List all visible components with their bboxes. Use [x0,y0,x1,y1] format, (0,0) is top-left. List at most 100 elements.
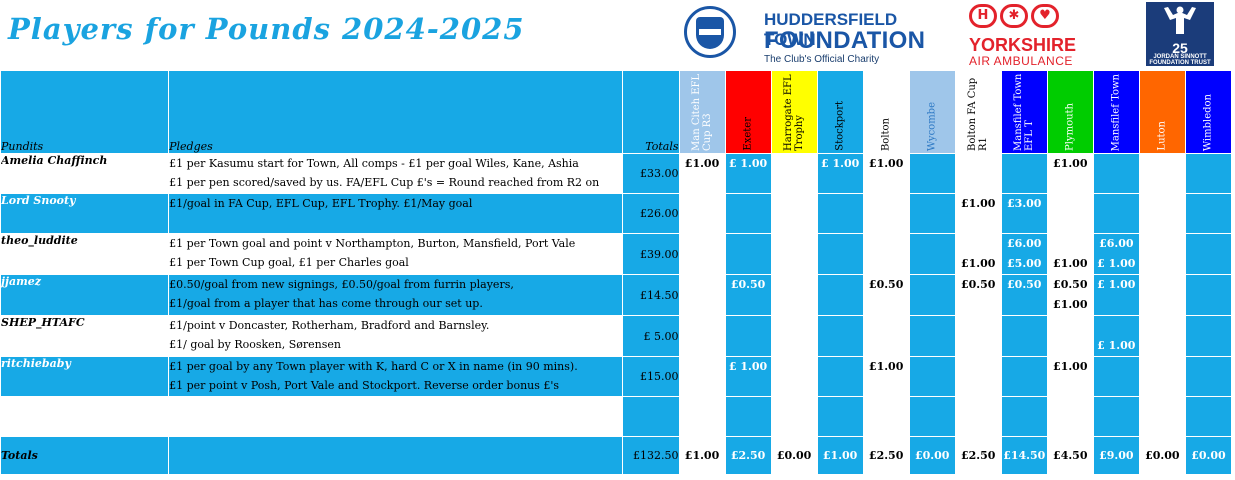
pledge-amount-cell [1138,193,1186,234]
pledge-line: £1 per point v Posh, Port Vale and Stock… [169,379,560,392]
match-header-label: Mansfilef Town [1110,73,1122,151]
match-header-label: Exeter [742,117,754,151]
pledge-amount-cell [954,356,1002,397]
match-header-label: Plymouth [1064,103,1076,151]
pledge-amount-cell: £1.00 [1046,153,1094,194]
pledge-amount-cell: £0.50 £1.00 [1046,274,1094,316]
pledge-amount-cell: £1.00 [678,153,726,194]
match-total: £0.00 [1138,436,1186,475]
totals-spacer [168,436,624,475]
pledge-amount [1048,235,1092,255]
pledge-amount-cell [862,315,910,357]
pledge-line: £0.50/goal from new signings, £0.50/goal… [169,278,514,291]
pledge-amount: £0.50 [1007,278,1042,291]
table-row: jjamez £0.50/goal from new signings, £0.5… [0,274,1233,316]
match-header-label: Wimbledon [1202,93,1214,151]
pledge-amount-cell [678,233,726,275]
pundit-total: £39.00 [622,233,680,275]
pledge-amount-cell [908,153,956,194]
empty-cell [908,396,956,437]
match-header-label: Mansfilef Town EFL T [1013,73,1036,151]
match-header-10: Luton [1138,70,1186,154]
pledge-amount: £1.00 [1053,360,1088,373]
pundit-total: £33.00 [622,153,680,194]
pledge-amount-cell [770,153,818,194]
match-header-label: Man Citeh EFL Cup R3 [691,73,714,151]
pundit-name: theo_luddite [0,233,170,275]
pledge-text: £1/point v Doncaster, Rotherham, Bradfor… [168,315,624,357]
pledge-amount: £ 1.00 [1097,278,1136,291]
table-row: Lord Snooty £1/goal in FA Cup, EFL Cup, E… [0,193,1233,234]
pledge-line: £1 per goal by any Town player with K, h… [169,360,578,373]
pledge-amount-cell [1046,193,1094,234]
pledge-amount-cell [678,315,726,357]
pundits-header: Pundits [0,70,170,154]
pledge-amount: £3.00 [1007,197,1042,210]
pledge-amount: £1.00 [960,257,996,270]
pledge-amount: £0.50 [730,278,766,291]
pledge-amount: £ 1.00 [728,157,768,170]
match-header-1: Exeter [724,70,772,154]
pledge-text: £0.50/goal from new signings, £0.50/goal… [168,274,624,316]
pledge-amount-cell [862,193,910,234]
pundit-total: £ 5.00 [622,315,680,357]
pledge-text: £1 per Kasumu start for Town, All comps … [168,153,624,194]
grand-total: £132.50 [622,436,680,475]
empty-cell [1000,396,1048,437]
huddersfield-town-foundation-logo: HUDDERSFIELD TOWN FOUNDATION The Club's … [680,2,950,66]
pundit-total: £26.00 [622,193,680,234]
match-header-label: Bolton FA Cup R1 [967,77,990,151]
pledge-amount-cell: £1.00 [954,233,1002,275]
pledge-amount: £1.00 [868,157,904,170]
pledge-amount: £1.00 [1053,157,1088,170]
pledge-amount-cell: £6.00 £ 1.00 [1092,233,1140,275]
pledge-amount-cell [678,356,726,397]
pledge-amount-cell [1000,315,1048,357]
empty-cell [168,396,624,437]
table-row: ritchiebaby £1 per goal by any Town playe… [0,356,1233,397]
pledge-amount-cell [862,233,910,275]
pledge-amount-cell [1184,274,1233,316]
pledge-line: £1 per Kasumu start for Town, All comps … [169,157,579,170]
pledge-amount: £ 1.00 [1097,257,1136,270]
pledge-text: £1 per goal by any Town player with K, h… [168,356,624,397]
match-total: £2.50 [954,436,1002,475]
yaa-symbols-icon: H ✱ ♥ [969,4,1062,28]
match-total: £1.00 [678,436,726,475]
header-row: Pundits Pledges Totals Man Citeh EFL Cup… [0,70,1233,154]
pledge-amount-cell [1138,315,1186,357]
yorkshire-air-ambulance-logo: H ✱ ♥ YORKSHIRE AIR AMBULANCE [965,2,1115,68]
match-header-label: Harrogate EFL Trophy [783,74,806,151]
pledge-amount-cell [1092,153,1140,194]
pledge-amount-cell: £3.00 [1000,193,1048,234]
match-header-2: Harrogate EFL Trophy [770,70,818,154]
pledge-line: £1 per pen scored/saved by us. FA/EFL Cu… [169,176,600,189]
pledge-line: £1/ goal by Roosken, Sørensen [169,338,341,351]
match-total: £2.50 [862,436,910,475]
pledge-amount-cell [678,193,726,234]
pledge-amount-cell [770,193,818,234]
pledge-amount-cell: £1.00 [862,153,910,194]
pledge-amount: £ 1.00 [728,360,768,373]
htf-logo-line2: FOUNDATION [764,27,926,54]
pledge-amount-cell: £ 1.00 [1092,274,1140,316]
pledge-amount-cell [816,356,864,397]
match-total: £1.00 [816,436,864,475]
match-header-label: Bolton [880,117,892,151]
match-header-6: Bolton FA Cup R1 [954,70,1002,154]
pledge-amount: £0.50 [960,278,996,291]
htf-logo-line3: The Club's Official Charity [764,54,880,65]
pledge-amount-cell [1092,356,1140,397]
pledge-amount-cell [816,315,864,357]
pledge-amount-cell [1184,233,1233,275]
match-header-7: Mansfilef Town EFL T [1000,70,1048,154]
match-total: £14.50 [1000,436,1048,475]
pledge-line: £1 per Town goal and point v Northampton… [169,237,576,250]
pledge-amount-cell [1000,356,1048,397]
pledge-amount: £1.00 [960,197,996,210]
js-logo-number: 25 [1172,40,1188,56]
pledge-line: £1/goal from a player that has come thro… [169,297,483,310]
pundit-name: Amelia Chaffinch [0,153,170,194]
pledge-amount [1094,317,1138,337]
empty-cell [622,396,680,437]
